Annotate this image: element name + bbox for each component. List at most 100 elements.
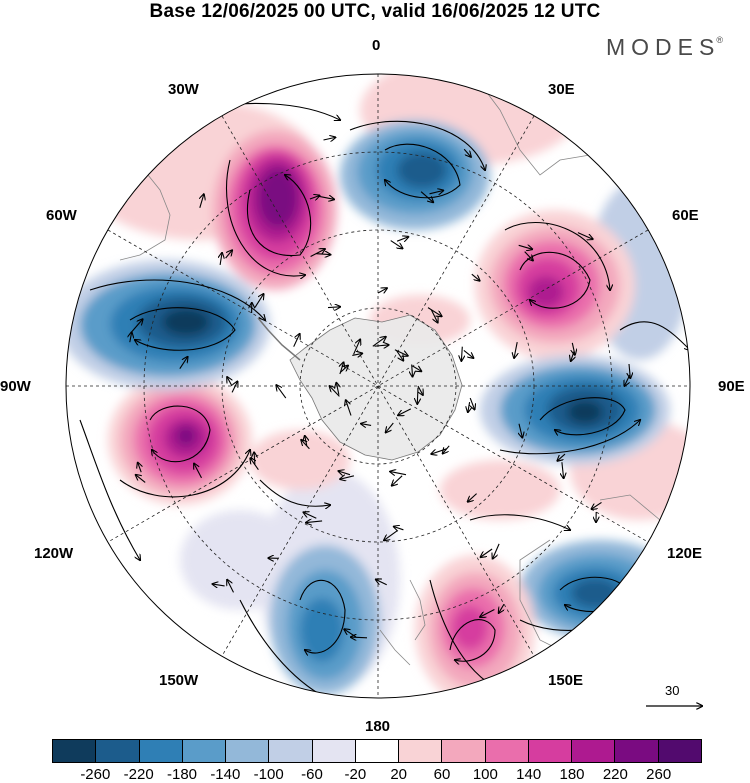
streamline	[385, 143, 461, 199]
wind-arrow	[470, 397, 474, 409]
wind-arrow	[463, 148, 471, 157]
wind-arrow	[346, 400, 352, 416]
wind-arrow	[336, 383, 339, 395]
lon-label-0: 0	[372, 37, 381, 54]
streamline	[349, 120, 485, 170]
streamline	[519, 251, 591, 309]
streamline	[119, 450, 250, 498]
map-boundary	[65, 73, 691, 699]
wind-arrow	[412, 364, 413, 377]
wind-arrow	[394, 527, 404, 530]
colorbar-swatch-4	[226, 740, 270, 762]
wind-arrow	[384, 530, 398, 540]
wind-arrow	[390, 240, 403, 249]
wind-arrow	[130, 332, 132, 343]
wind-arrow	[480, 609, 495, 617]
wind-arrow	[377, 288, 387, 293]
wind-arrow	[481, 548, 493, 557]
wind-arrow	[468, 402, 470, 412]
streamline	[539, 397, 626, 435]
wind-arrow	[225, 250, 232, 259]
colorbar-tick-label: 220	[602, 766, 628, 783]
colorbar	[52, 739, 702, 763]
colorbar-tick-label: -60	[301, 766, 323, 783]
wind-arrow	[254, 294, 264, 308]
colorbar-swatch-11	[528, 740, 573, 762]
wind-arrow	[625, 374, 631, 386]
wind-arrow	[412, 365, 422, 371]
streamline	[299, 579, 346, 653]
wind-arrow	[323, 137, 336, 140]
wind-arrow	[493, 543, 500, 559]
wind-arrow	[518, 245, 532, 249]
antarctic-peninsula	[257, 317, 301, 361]
colorbar-tick-label: -220	[123, 766, 154, 783]
wind-arrow	[304, 512, 317, 519]
wind-arrow	[514, 341, 517, 358]
registered-mark: ®	[716, 35, 723, 45]
colorbar-swatch-9	[442, 740, 486, 762]
wind-arrow	[386, 422, 394, 432]
wind-arrow	[227, 377, 232, 387]
wind-arrow	[392, 475, 403, 486]
wind-arrow	[374, 345, 389, 346]
colorbar-swatch-6	[312, 740, 356, 762]
streamline	[499, 420, 640, 455]
reference-vector-label: 30	[665, 683, 680, 698]
streamline	[225, 159, 305, 276]
wind-arrow	[316, 254, 330, 255]
wind-arrow	[471, 273, 480, 280]
colorbar-tick-label: -100	[253, 766, 284, 783]
streamline	[619, 321, 690, 350]
wind-arrow	[468, 493, 477, 502]
streamline	[129, 307, 236, 351]
wind-arrow	[571, 351, 574, 361]
lon-label-90e: 90E	[718, 378, 745, 395]
colorbar-tick-label: 60	[433, 766, 451, 783]
wind-arrow	[499, 603, 505, 613]
new-zealand-outline	[379, 579, 426, 666]
wind-arrow	[340, 366, 348, 373]
colorbar-tick-label: -140	[210, 766, 241, 783]
wind-arrow	[396, 237, 408, 241]
wind-arrow	[463, 349, 473, 358]
wind-arrow	[417, 387, 418, 404]
streamline	[504, 221, 610, 291]
colorbar-tick-label: 20	[390, 766, 407, 783]
wind-arrow	[396, 350, 404, 361]
wind-arrow	[227, 580, 234, 593]
colorbar-swatch-1	[96, 740, 140, 762]
colorbar-swatch-10	[485, 740, 529, 762]
colorbar-swatch-2	[139, 740, 183, 762]
wind-arrow	[427, 307, 442, 317]
wind-arrow	[461, 346, 462, 361]
wind-arrow	[293, 334, 300, 347]
wind-arrow	[577, 232, 593, 240]
wind-arrow	[200, 194, 204, 208]
streamline	[79, 419, 140, 560]
wind-arrow	[361, 424, 372, 426]
colorbar-swatch-8	[399, 740, 443, 762]
wind-arrow	[318, 196, 334, 199]
wind-arrow	[310, 249, 325, 257]
colorbar-swatch-7	[355, 740, 400, 762]
streamline	[259, 479, 330, 506]
wind-arrow	[340, 476, 355, 479]
anomaly-shading	[66, 74, 690, 698]
wind-arrow	[220, 253, 222, 265]
wind-arrow	[231, 382, 237, 393]
wind-arrow	[353, 340, 361, 355]
wind-arrow	[524, 251, 533, 261]
lon-label-120e: 120E	[667, 545, 703, 562]
wind-arrow	[351, 637, 368, 638]
wind-arrow	[339, 471, 351, 475]
colorbar-tick-label: 260	[646, 766, 672, 783]
wind-arrow	[131, 319, 143, 332]
wind-arrow	[376, 580, 387, 586]
colorbar-tick-label: -20	[344, 766, 367, 783]
wind-arrow	[352, 353, 362, 355]
wind-arrow	[194, 464, 202, 479]
wind-arrow	[305, 436, 307, 446]
africa-outline	[469, 74, 591, 176]
